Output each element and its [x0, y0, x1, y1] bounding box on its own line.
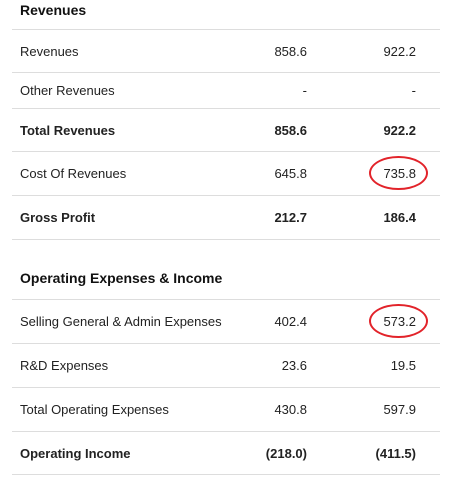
- row-label: Selling General & Admin Expenses: [20, 314, 222, 329]
- circled-highlight: 573.2: [369, 304, 428, 338]
- value-period-2: 597.9: [383, 402, 416, 417]
- value-period-2: 186.4: [383, 210, 416, 225]
- table-row-total-operating-expenses: Total Operating Expenses 430.8 597.9: [12, 388, 440, 432]
- value-period-1: 858.6: [274, 122, 307, 138]
- value-period-1: 858.6: [274, 43, 307, 59]
- value-period-2: -: [411, 83, 416, 98]
- value-period-2: 573.2: [369, 300, 428, 343]
- table-row-rd-expenses: R&D Expenses 23.6 19.5: [12, 344, 440, 388]
- circled-highlight: 735.8: [369, 156, 428, 190]
- table-row-revenues: Revenues 858.6 922.2: [12, 30, 440, 73]
- value-period-1: (218.0): [265, 445, 307, 461]
- value-period-2: (411.5): [375, 445, 416, 461]
- row-label: Revenues: [20, 43, 79, 59]
- row-label: Gross Profit: [20, 210, 96, 225]
- row-label: R&D Expenses: [20, 358, 109, 373]
- table-row-sga-expenses: Selling General & Admin Expenses 402.4 5…: [12, 300, 440, 344]
- value-period-1: -: [302, 83, 307, 98]
- value-period-1: 23.6: [281, 358, 307, 373]
- row-label: Operating Income: [20, 445, 131, 461]
- section-header-revenues: Revenues: [12, 0, 440, 30]
- row-label: Total Revenues: [20, 122, 116, 138]
- row-label: Cost Of Revenues: [20, 166, 127, 181]
- value-period-1: 645.8: [274, 166, 307, 181]
- table-row-other-revenues: Other Revenues - -: [12, 73, 440, 109]
- value-period-1: 212.7: [274, 210, 307, 225]
- table-row-total-revenues: Total Revenues 858.6 922.2: [12, 109, 440, 152]
- value-period-1: 402.4: [274, 314, 307, 329]
- section-title: Revenues: [20, 2, 87, 18]
- section-title: Operating Expenses & Income: [20, 270, 223, 286]
- table-row-operating-income: Operating Income (218.0) (411.5): [12, 432, 440, 475]
- value-period-2: 19.5: [390, 358, 416, 373]
- table-row-cost-of-revenues: Cost Of Revenues 645.8 735.8: [12, 152, 440, 196]
- section-header-operating: Operating Expenses & Income: [12, 240, 440, 300]
- row-label: Other Revenues: [20, 83, 115, 98]
- value-period-1: 430.8: [274, 402, 307, 417]
- value-period-2: 922.2: [383, 43, 416, 59]
- value-period-2: 922.2: [383, 122, 416, 138]
- value-period-2: 735.8: [369, 152, 428, 195]
- table-row-gross-profit: Gross Profit 212.7 186.4: [12, 196, 440, 240]
- row-label: Total Operating Expenses: [20, 402, 169, 417]
- income-statement-table: Revenues Revenues 858.6 922.2 Other Reve…: [12, 0, 440, 475]
